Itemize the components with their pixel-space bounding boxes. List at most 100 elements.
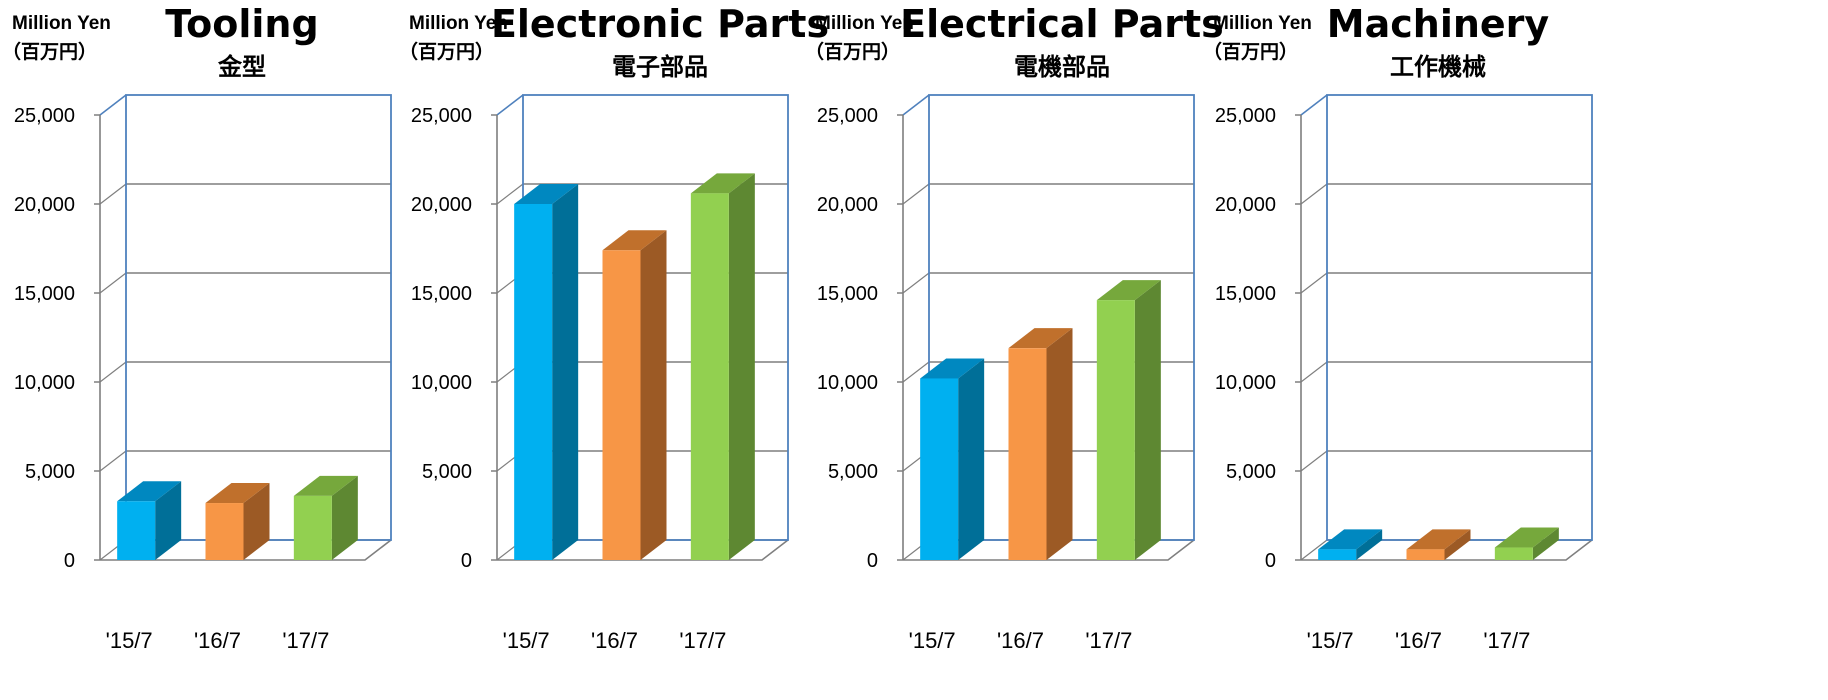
floor-side (1300, 539, 1328, 561)
y-tick-label: 5,000 (1226, 461, 1276, 483)
y-tick-label: 20,000 (1215, 194, 1276, 216)
y-tick-label: 15,000 (1215, 283, 1276, 305)
bar-1 (1406, 529, 1471, 560)
x-tick-label: '15/7 (909, 628, 956, 653)
bar-front (1494, 547, 1533, 560)
y-tick-label: 0 (461, 550, 472, 572)
chart-subtitle: 電機部品 (1014, 53, 1110, 81)
gridline-side (902, 183, 930, 205)
side-wall-top (902, 94, 930, 116)
bar-top (602, 230, 667, 251)
bar-front (1096, 300, 1135, 560)
chart-title: Electrical Parts (900, 2, 1224, 46)
y-tick-label: 5,000 (422, 461, 472, 483)
y-tick-label: 0 (1265, 550, 1276, 572)
y-tick-label: 0 (867, 550, 878, 572)
bar-front (920, 378, 959, 560)
chart-1: 0 5,000 10,000 15,000 20,000 25,000 '15/7 '16/7… (399, 2, 829, 653)
gridline-side (99, 450, 127, 472)
y-tick-label: 10,000 (1215, 372, 1276, 394)
bar-side (1134, 280, 1161, 560)
gridline-side (1300, 183, 1328, 205)
bar-front (293, 495, 332, 560)
floor-line (903, 539, 1195, 561)
y-tick-label: 25,000 (411, 105, 472, 127)
side-wall-top (496, 94, 524, 116)
x-tick-label: '17/7 (679, 628, 726, 653)
chart-0: 0 5,000 10,000 15,000 20,000 25,000 '15/7 '16/7… (2, 2, 392, 653)
bar-top (1008, 328, 1073, 349)
y-tick-label: 0 (64, 550, 75, 572)
bar-side (1046, 328, 1073, 560)
y-tick-label: 15,000 (411, 283, 472, 305)
bar-top (1494, 527, 1559, 548)
y-tick-label: 10,000 (817, 372, 878, 394)
chart-title: Machinery (1327, 2, 1550, 46)
bar-0 (1318, 529, 1383, 560)
bar-front (1406, 549, 1445, 560)
y-tick-label: 25,000 (1215, 105, 1276, 127)
chart-title: Tooling (165, 2, 318, 46)
x-tick-label: '17/7 (1483, 628, 1530, 653)
bar-front (602, 250, 641, 560)
bar-top (1406, 529, 1471, 550)
gridline-side (1300, 361, 1328, 383)
unit-label-jp: （百万円） (1203, 40, 1298, 63)
bar-side (1532, 527, 1559, 560)
unit-label-jp: （百万円） (805, 40, 900, 63)
x-tick-label: '17/7 (1085, 628, 1132, 653)
y-tick-label: 20,000 (14, 194, 75, 216)
x-tick-label: '15/7 (106, 628, 153, 653)
gridline-side (99, 272, 127, 294)
gridline-side (496, 183, 524, 205)
bar-front (514, 204, 553, 560)
gridline-side (1300, 450, 1328, 472)
x-tick-label: '15/7 (503, 628, 550, 653)
bar-top (117, 481, 182, 502)
unit-label-jp: （百万円） (399, 40, 494, 63)
bar-2 (690, 173, 755, 560)
gridline-side (902, 361, 930, 383)
bar-top (1318, 529, 1383, 550)
chart-title: Electronic Parts (491, 2, 829, 46)
unit-label-en: Million Yen (409, 13, 508, 34)
y-tick-label: 20,000 (817, 194, 878, 216)
gridline-side (1300, 272, 1328, 294)
gridline-side (902, 272, 930, 294)
bar-side (331, 475, 358, 560)
bar-front (205, 503, 244, 560)
bar-0 (117, 481, 182, 560)
gridline-side (99, 361, 127, 383)
y-tick-label: 10,000 (411, 372, 472, 394)
bar-front (117, 501, 156, 560)
side-wall-top (1300, 94, 1328, 116)
y-tick-label: 15,000 (817, 283, 878, 305)
bar-0 (514, 184, 579, 560)
bar-0 (920, 358, 985, 560)
unit-label-en: Million Yen (1213, 13, 1312, 34)
bar-side (728, 173, 755, 560)
unit-label-jp: （百万円） (2, 40, 97, 63)
back-wall-frame (125, 94, 392, 541)
bar-top (920, 358, 985, 379)
bar-side (1356, 529, 1383, 560)
bar-top (690, 173, 755, 194)
x-tick-label: '16/7 (194, 628, 241, 653)
side-wall-top (99, 94, 127, 116)
back-wall-frame (1326, 94, 1593, 541)
gridline-side (99, 183, 127, 205)
bar-2 (293, 475, 358, 560)
bar-side (1444, 529, 1471, 560)
floor-line (1301, 539, 1593, 561)
y-tick-label: 5,000 (828, 461, 878, 483)
chart-subtitle: 金型 (217, 53, 266, 81)
bar-top (293, 475, 358, 496)
bar-side (958, 358, 985, 560)
chart-2: 0 5,000 10,000 15,000 20,000 25,000 '15/7 '16/7… (805, 2, 1224, 653)
bar-1 (205, 483, 270, 560)
y-tick-label: 15,000 (14, 283, 75, 305)
y-tick-label: 25,000 (14, 105, 75, 127)
bar-front (1318, 549, 1357, 560)
bar-front (690, 193, 729, 560)
y-tick-label: 25,000 (817, 105, 878, 127)
